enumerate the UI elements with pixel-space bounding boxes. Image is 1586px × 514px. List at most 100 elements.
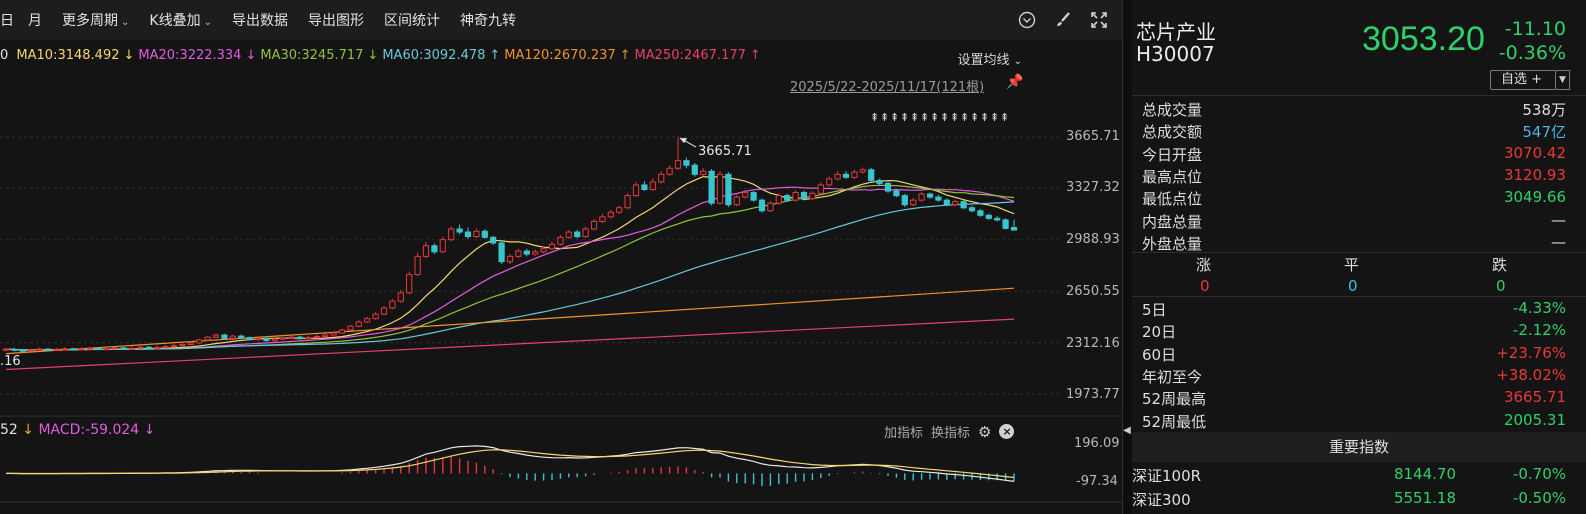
stat-value: 3049.66 (1503, 188, 1566, 207)
candle-body (338, 329, 346, 334)
candle-body (355, 321, 362, 327)
brush-icon[interactable] (1052, 9, 1074, 31)
candle-body (548, 243, 556, 250)
down-count: 0 (1496, 277, 1506, 295)
indices-header: 重要指数 (1132, 432, 1586, 462)
candle-body (901, 195, 908, 206)
candle-body (330, 332, 337, 336)
stat-label: 总成交额 (1142, 123, 1203, 142)
signal-arrow-icon: ⇞ (880, 111, 889, 124)
ma-dir-arrow: ↑ (749, 48, 761, 63)
candle-body (221, 334, 228, 339)
signal-arrow-icon: ⇞ (910, 111, 919, 124)
ma-legend-item[interactable]: MA250:2467.177 (634, 48, 746, 63)
chevron-down-icon: ⌄ (121, 17, 130, 28)
ma-legend-item[interactable]: MA60:3092.478 (382, 48, 486, 63)
candle-body (918, 193, 925, 201)
chevron-down-icon: ⌄ (203, 17, 212, 28)
export-chart-button[interactable]: 导出图形 (307, 13, 364, 29)
candle-body (364, 318, 371, 323)
candle-body (212, 334, 220, 338)
fullscreen-icon[interactable] (1088, 9, 1110, 31)
stock-code: H30007 (1136, 42, 1215, 66)
more-periods-dropdown[interactable]: 更多周期 ⌄ (62, 13, 130, 29)
candle-body (473, 230, 480, 238)
add-indicator-button[interactable]: 加指标 (884, 426, 924, 441)
magic-nine-button[interactable]: 神奇九转 (459, 13, 516, 29)
down-count-label: 跌 (1492, 256, 1508, 274)
candle-body (53, 348, 60, 351)
range-stats-button[interactable]: 区间统计 (383, 13, 440, 29)
ma-dir-arrow: ↓ (123, 48, 135, 63)
chevron-down-icon: ⌄ (1013, 56, 1022, 67)
macd-tools: 加指标 换指标 ⚙ × (884, 422, 1015, 441)
index-row[interactable]: 深证100R 8144.70 -0.70% (1132, 465, 1586, 487)
stat-row: 最低点位 3049.66 (1142, 188, 1566, 210)
candle-body (994, 217, 1001, 221)
candle-body (490, 236, 497, 244)
stat-row: 总成交额 547亿 (1142, 121, 1566, 143)
candle-body (296, 336, 304, 340)
period-month-button[interactable]: 月 (28, 13, 42, 29)
ma-legend-item[interactable]: MA10:3148.492 (16, 48, 120, 63)
candle-body (372, 313, 379, 320)
signal-arrow-icon: ⇞ (900, 111, 909, 124)
add-watchlist-button[interactable]: 自选 + (1490, 70, 1556, 90)
ma-legend-fragment: 0 (0, 48, 9, 63)
gear-icon[interactable]: ⚙ (978, 422, 992, 441)
price-axis-label: 2312.16 (1066, 336, 1120, 351)
export-data-button[interactable]: 导出数据 (231, 13, 288, 29)
ma-settings-button[interactable]: 设置均线 ⌄ (957, 53, 1022, 68)
stat-row: 今日开盘 3070.42 (1142, 144, 1566, 166)
stat-label: 今日开盘 (1142, 145, 1203, 164)
period-return-value: 2005.31 (1503, 410, 1566, 429)
candle-body (19, 349, 26, 352)
stat-value: 3070.42 (1503, 143, 1566, 162)
chart-toolbar: 日 月 更多周期 ⌄ K线叠加 ⌄ 导出数据 导出图形 区间统计 神奇九转 (0, 0, 1122, 40)
kline-overlay-dropdown[interactable]: K线叠加 ⌄ (149, 13, 212, 29)
candle-body (960, 201, 967, 209)
candle-body (246, 337, 253, 341)
stat-label: 内盘总量 (1142, 212, 1203, 231)
candle-body (44, 348, 52, 351)
candle-body (557, 236, 564, 245)
date-range-label[interactable]: 2025/5/22-2025/11/17(121根) (790, 80, 985, 95)
switch-indicator-button[interactable]: 换指标 (931, 426, 971, 441)
candle-body (700, 170, 707, 175)
high-annotation: 3665.71 (698, 144, 752, 159)
ma-legend-item[interactable]: MA20:3222.334 (138, 48, 242, 63)
candle-body (599, 216, 606, 222)
candle-body (263, 337, 270, 342)
price-axis-label: 3665.71 (1066, 129, 1120, 144)
ma-legend-item[interactable]: MA30:3245.717 (260, 48, 364, 63)
pin-icon[interactable]: 📌 (1006, 74, 1024, 90)
stock-name: 芯片产业 (1136, 20, 1216, 44)
index-row[interactable]: 深证300 5551.18 -0.50% (1132, 489, 1586, 511)
candle-body (666, 167, 673, 175)
panel-divider[interactable] (1122, 0, 1132, 514)
candle-body (641, 184, 648, 191)
candle-body (725, 173, 732, 206)
candle-body (112, 347, 119, 350)
candle-body (842, 173, 850, 178)
collapse-arrow-icon[interactable]: ◀ (1123, 425, 1131, 436)
candlestick-chart[interactable]: 3665.71.16⇞ ⇞ ⇞ ⇞ ⇞ ⇞ ⇞ ⇞ ⇞ ⇞ ⇞ ⇞ ⇞ ⇞ (0, 95, 1122, 417)
candle-body (952, 201, 959, 206)
candle-body (691, 164, 698, 175)
watchlist-dropdown-icon[interactable]: ▼ (1556, 70, 1570, 90)
stat-value: 538万 (1522, 101, 1566, 119)
chart-panel[interactable]: 日 月 更多周期 ⌄ K线叠加 ⌄ 导出数据 导出图形 区间统计 神奇九转 0 MA… (0, 0, 1122, 514)
macd-chart[interactable] (0, 440, 1122, 514)
ma-line-ma250 (5, 318, 1015, 371)
ma-legend-item[interactable]: MA120:2670.237 (504, 48, 616, 63)
signal-arrow-icon: ⇞ (960, 111, 969, 124)
stock-change: -11.10 (1504, 18, 1566, 40)
signal-arrow-icon: ⇞ (920, 111, 929, 124)
index-change: -0.70% (1512, 465, 1566, 483)
close-icon[interactable]: × (999, 424, 1015, 439)
signal-arrow-icon: ⇞ (980, 111, 989, 124)
candle-body (624, 195, 631, 209)
candle-body (103, 348, 110, 351)
macd-value: MACD:-59.024 (38, 422, 140, 438)
chevron-circle-icon[interactable] (1016, 9, 1038, 31)
